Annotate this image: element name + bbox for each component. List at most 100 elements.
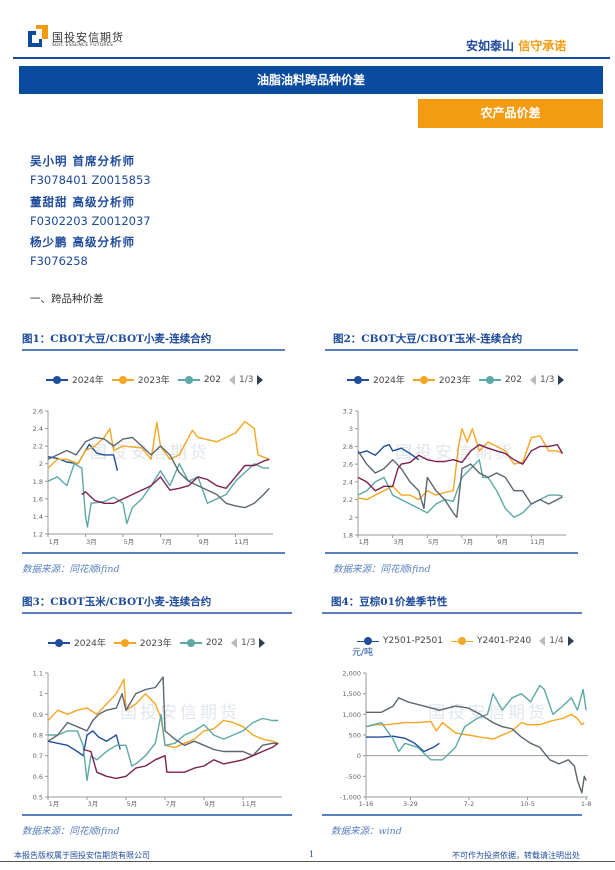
y-tick-label: 2.4 [343,478,353,486]
slogan: 安如泰山 信守承诺 [466,37,566,54]
legend-label: 2023年 [438,376,471,386]
legend-pager: 1/3 [229,374,264,385]
y-tick-label: 1,000 [342,711,361,719]
legend-label: Y2501-P2501 [383,636,443,646]
chart-title: 图1：CBOT大豆/CBOT小麦-连续合约 [22,333,212,345]
header-divider [13,57,610,59]
legend-item[interactable]: Y2501-P2501 [357,636,443,646]
series-line-unlabeled-3 [366,697,587,794]
chart-bottom-divider [22,814,292,816]
legend-marker-icon [347,375,369,384]
analyst-license: F3078401 Z0015853 [30,173,151,187]
legend-prev-icon[interactable] [530,374,536,385]
legend-item[interactable]: 202 [177,375,221,385]
legend-item[interactable]: 202 [179,638,223,648]
legend-item[interactable]: 2024年 [347,373,405,386]
series-line-unlabeled-3 [47,676,279,757]
legend-page: 1/3 [239,374,254,385]
y-tick-label: 3.2 [343,408,353,416]
chart-bottom-divider [22,552,285,554]
y-tick-label: 0.5 [33,794,43,802]
y-tick-label: 1,500 [342,690,361,698]
y-tick-label: 1.2 [33,531,43,539]
y-tick-label: 0.6 [33,773,43,781]
legend-page: 1/4 [549,636,564,646]
x-tick-label: 1-8 [581,800,592,808]
chart-source: 数据来源：同花顺ifind [22,826,120,837]
x-tick-label: 7月 [166,800,177,808]
legend-prev-icon[interactable] [231,637,237,648]
legend-item[interactable]: 2023年 [111,373,170,386]
legend-item[interactable]: 2023年 [113,636,172,649]
x-tick-label: 3-29 [403,800,418,808]
x-tick-label: 10-5 [520,800,535,808]
legend-next-icon[interactable] [259,637,266,648]
legend-item[interactable]: 2023年 [412,373,471,386]
legend-label: 2024年 [74,639,106,649]
y-tick-label: 2.4 [33,425,43,433]
legend-marker-icon [478,375,501,384]
chart-source: 数据来源：同花顺ifind [333,564,431,575]
legend-marker-icon [46,375,68,384]
chart-source: 数据来源：同花顺ifind [22,564,120,575]
legend-page: 1/3 [540,374,555,385]
chart-title: 图4：豆棕01价差季节性 [331,596,448,608]
legend-marker-icon [357,637,379,645]
legend-prev-icon[interactable] [229,374,235,385]
chart-legend: 2024年 2023年 202 1/3 [347,373,565,386]
y-tick-label: 1.8 [33,478,43,486]
x-tick-label: 1月 [49,800,60,808]
x-tick-label: 1月 [49,538,60,546]
series-line-202 [357,459,563,518]
x-tick-label: 3月 [88,800,99,808]
x-tick-label: 11月 [242,800,257,808]
x-tick-label: 7月 [161,538,172,546]
series-line-unlabeled-4 [357,444,564,492]
y-tick-label: 0.8 [33,732,43,740]
legend-prev-icon[interactable] [539,636,546,646]
chart-source: 数据来源：wind [331,826,402,837]
analyst-license: F0302203 Z0012037 [30,214,151,228]
x-tick-label: 9月 [205,800,216,808]
y-tick-label: 2 [349,514,353,522]
y-tick-label: 0 [357,752,361,760]
series-line-2023 [47,420,270,469]
y-tick-label: 500 [349,732,361,740]
legend-item[interactable]: 202 [478,374,522,385]
legend-item[interactable]: 2024年 [48,636,106,649]
y-tick-label: 2,000 [342,670,361,678]
series-line-unlabeled-3 [47,436,270,509]
legend-marker-icon [48,638,70,647]
legend-pager: 1/3 [231,637,266,648]
y-tick-label: -1,000 [340,794,361,802]
series-line-2024 [47,443,119,471]
legend-item[interactable]: 2024年 [46,373,104,386]
legend-next-icon[interactable] [558,374,565,385]
legend-next-icon[interactable] [567,636,574,646]
series-line-unlabeled-2 [365,684,587,761]
y-tick-label: 1 [39,690,43,698]
footer-divider [0,861,615,862]
legend-marker-icon [179,638,202,647]
legend-item[interactable]: Y2401-P240 [450,636,531,646]
footer-copyright: 本报告版权属于国投安信期货有限公司 [14,851,150,860]
y-tick-label: 3 [349,425,353,433]
legend-label: 202 [504,374,522,385]
chart-title: 图2：CBOT大豆/CBOT玉米-连续合约 [333,333,523,345]
y-tick-label: 0.9 [33,711,43,719]
y-tick-label: 2.2 [33,443,43,451]
chart-title: 图3：CBOT玉米/CBOT小麦-连续合约 [22,596,212,608]
x-tick-label: 11月 [234,538,249,546]
legend-marker-icon [412,375,435,384]
legend-next-icon[interactable] [257,374,264,385]
x-tick-label: 5月 [124,538,135,546]
slogan-part-1: 安如泰山 [466,39,515,53]
company-logo-icon [28,25,48,47]
series-line-2024 [357,444,420,461]
legend-marker-icon [177,375,200,384]
x-tick-label: 1-16 [359,800,374,808]
legend-label: 2023年 [137,376,170,386]
legend-label: 2024年 [72,376,104,386]
report-title-banner: 油脂油料跨品种价差 [19,66,603,94]
